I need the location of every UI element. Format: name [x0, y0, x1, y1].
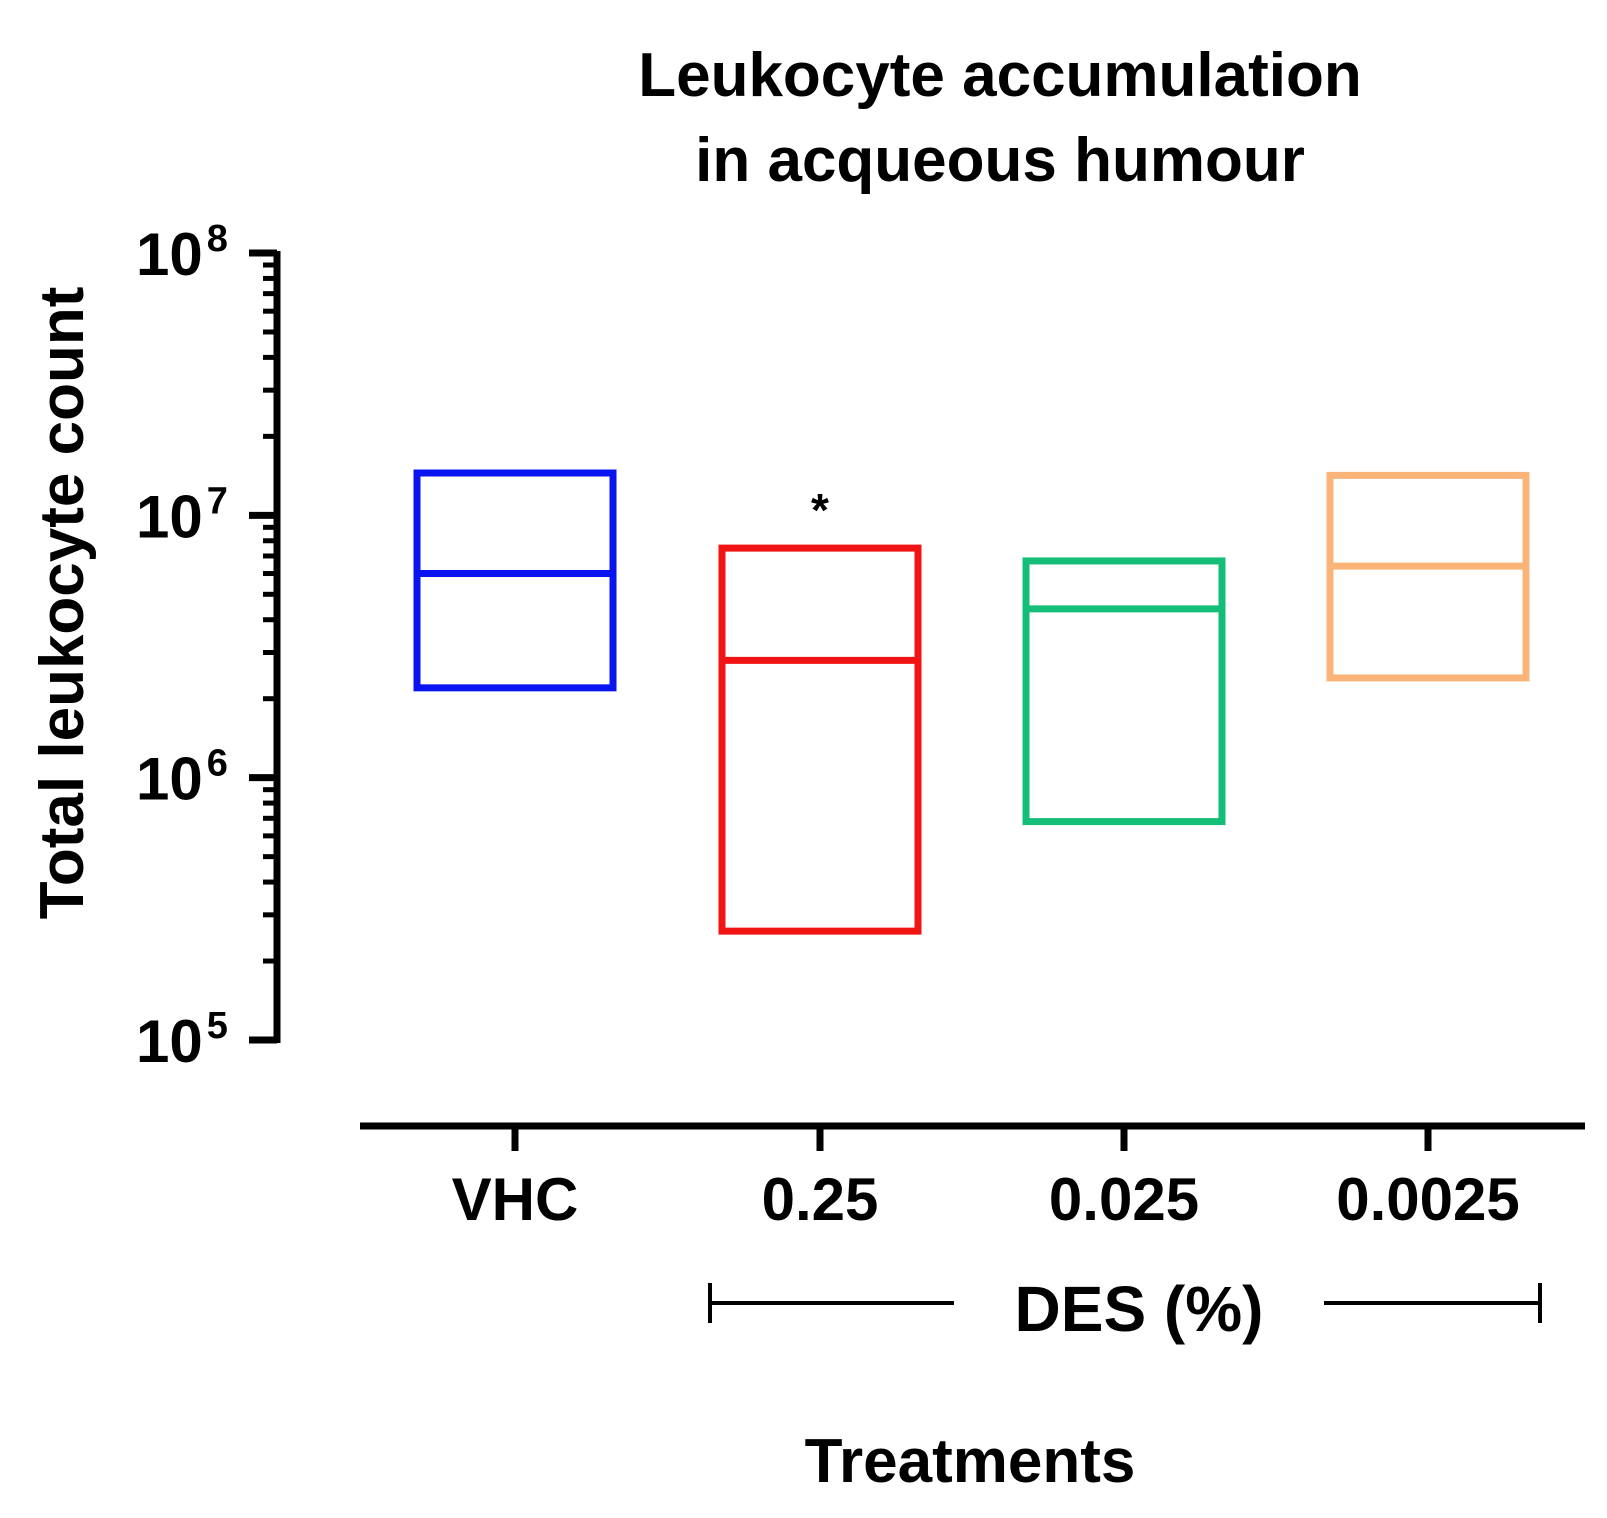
boxes	[413, 469, 1530, 935]
y-tick-label: 10 8	[136, 218, 228, 288]
x-axis-label: Treatments	[805, 1427, 1136, 1496]
y-tick-label-exponent: 6	[207, 743, 228, 785]
y-axis	[249, 249, 281, 1044]
group-bracket: DES (%)	[708, 1273, 1542, 1345]
y-tick-label-exponent: 5	[207, 1005, 228, 1047]
box-0-025	[1022, 557, 1226, 826]
x-axis	[360, 1122, 1585, 1151]
y-tick-label-exponent: 8	[207, 218, 228, 260]
y-tick-label-base: 10	[136, 1008, 203, 1075]
significance-marker: *	[811, 484, 829, 536]
y-tick-label: 10 5	[136, 1005, 228, 1075]
box-vhc	[413, 469, 617, 692]
y-tick-label-exponent: 7	[207, 480, 228, 522]
y-tick-label: 10 6	[136, 743, 228, 813]
chart-title: Leukocyte accumulation in acqueous humou…	[638, 41, 1362, 195]
chart-title-line-2: in acqueous humour	[695, 126, 1305, 195]
x-axis-tick-labels: VHC 0.25 0.025 0.0025	[452, 1166, 1520, 1233]
x-tick-label-0-025: 0.025	[1049, 1166, 1199, 1233]
y-tick-label-base: 10	[136, 483, 203, 550]
box-0-0025	[1326, 471, 1530, 682]
x-tick-label-0-0025: 0.0025	[1336, 1166, 1520, 1233]
y-tick-label: 10 7	[136, 480, 228, 550]
y-axis-label: Total leukocyte count	[28, 287, 97, 920]
x-tick-label-0-25: 0.25	[762, 1166, 879, 1233]
y-tick-label-base: 10	[136, 746, 203, 813]
box-0-25	[718, 544, 922, 935]
y-tick-label-base: 10	[136, 221, 203, 288]
annotations: *	[811, 484, 829, 536]
x-tick-label-vhc: VHC	[452, 1166, 579, 1233]
chart-title-line-1: Leukocyte accumulation	[638, 41, 1362, 110]
group-label: DES (%)	[1015, 1273, 1264, 1345]
